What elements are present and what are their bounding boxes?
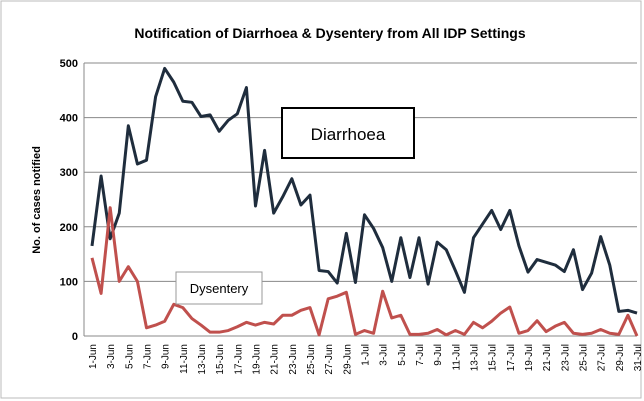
x-tick-label: 7-Jul	[415, 344, 426, 366]
x-tick-label: 13-Jun	[197, 344, 208, 375]
annotation-box	[175, 271, 263, 305]
x-tick-label: 21-Jun	[270, 344, 281, 375]
annotation: Dysentery	[190, 281, 249, 296]
x-tick-label: 11-Jul	[451, 344, 462, 371]
series-line	[90, 206, 639, 337]
chart-title: Notification of Diarrhoea & Dysentery fr…	[134, 25, 526, 41]
x-tick-label: 17-Jun	[233, 344, 244, 375]
x-tick-label: 1-Jul	[361, 344, 372, 366]
x-tick-label: 19-Jun	[252, 344, 263, 375]
x-tick-label: 23-Jul	[560, 344, 571, 371]
x-tick-label: 5-Jun	[124, 344, 135, 369]
x-tick-label: 19-Jul	[524, 344, 535, 371]
x-tick-label: 29-Jul	[615, 344, 626, 371]
x-tick-label: 27-Jul	[597, 344, 608, 371]
x-tick-label: 17-Jul	[506, 344, 517, 371]
x-tick-label: 9-Jul	[433, 344, 444, 366]
x-tick-label: 31-Jul	[633, 344, 644, 371]
x-tick-label: 27-Jun	[324, 344, 335, 375]
series-line	[90, 66, 638, 315]
y-tick-label: 300	[60, 167, 78, 179]
y-tick-label: 100	[60, 276, 78, 288]
x-tick-label: 9-Jun	[161, 344, 172, 369]
x-tick-label: 25-Jun	[306, 344, 317, 375]
x-tick-label: 7-Jun	[143, 344, 154, 369]
x-tick-label: 3-Jun	[106, 344, 117, 369]
x-tick-label: 15-Jul	[488, 344, 499, 371]
x-tick-label: 23-Jun	[288, 344, 299, 375]
x-tick-label: 25-Jul	[579, 344, 590, 371]
y-tick-label: 500	[60, 58, 78, 70]
x-tick-label: 5-Jul	[397, 344, 408, 366]
x-tick-label: 3-Jul	[379, 344, 390, 366]
x-tick-label: 13-Jul	[470, 344, 481, 371]
y-tick-label: 200	[60, 222, 78, 234]
annotation-box	[281, 107, 415, 159]
annotation: Diarrhoea	[311, 125, 386, 144]
y-tick-label: 400	[60, 113, 78, 125]
x-tick-label: 29-Jun	[342, 344, 353, 375]
x-tick-label: 1-Jun	[88, 344, 99, 369]
y-axis-label: No. of cases notified	[31, 146, 43, 254]
y-tick-label: 0	[72, 331, 78, 343]
x-tick-label: 21-Jul	[542, 344, 553, 371]
x-tick-label: 15-Jun	[215, 344, 226, 375]
x-tick-label: 11-Jun	[179, 344, 190, 374]
